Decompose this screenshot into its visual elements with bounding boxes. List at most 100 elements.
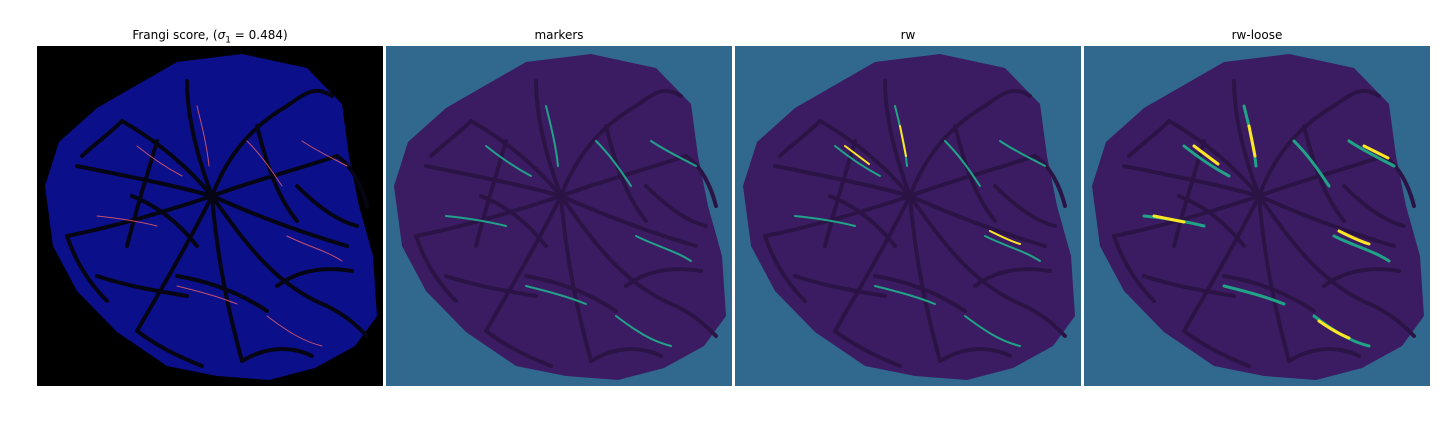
vessel-segment [1112, 194, 1261, 238]
vessel-segment [1347, 139, 1396, 168]
vessel-segment [1362, 144, 1390, 160]
vessel-segment [1152, 214, 1186, 224]
vessel-segment [95, 274, 189, 298]
vessel-segment [634, 88, 683, 108]
vessel-segment [1257, 194, 1291, 363]
vessel-segment [1257, 104, 1336, 198]
vessel-segment [833, 329, 902, 368]
vessel-segment [120, 119, 214, 198]
vessel-segment [285, 88, 334, 108]
vessel-segment [1302, 124, 1346, 223]
frangi-score-image [37, 46, 383, 386]
vessel-segment [944, 140, 981, 187]
vessel-segment [325, 304, 369, 338]
vessel-segment [844, 145, 870, 165]
vessel-segment [474, 139, 508, 248]
vessel-segment [595, 140, 632, 187]
panel-title-markers: markers [534, 28, 584, 42]
vessel-segment [135, 194, 214, 333]
vessel-segment [964, 315, 1021, 347]
vessel-segment [1182, 329, 1251, 368]
vessel-segment [874, 285, 936, 305]
vessel-segment [1287, 347, 1361, 363]
vessel-segment [185, 79, 214, 198]
vessel-segment [624, 267, 703, 288]
vessel-segment [1033, 154, 1067, 208]
vessel-segment [644, 184, 708, 228]
vessel-segment [873, 274, 967, 313]
vessel-segment [1122, 164, 1261, 198]
vessel-segment [96, 215, 158, 227]
vessel-segment [953, 124, 997, 223]
vessel-segment [525, 285, 587, 305]
vessel-segment [650, 140, 697, 167]
vessel-segment [130, 194, 199, 248]
vessel-segment [828, 194, 897, 248]
vessel-segment [1127, 119, 1171, 158]
vessel-segment [883, 79, 912, 198]
vessel-segment [65, 234, 109, 303]
markers-canvas [386, 46, 732, 386]
vessel-segment [794, 215, 856, 227]
vessel-segment [286, 235, 343, 262]
vessel-segment [275, 267, 354, 288]
vessel-segment [1182, 194, 1261, 333]
vessel-segment [524, 274, 618, 313]
vessel-segment [983, 88, 1032, 108]
panel-title-rw: rw [900, 28, 916, 42]
vessel-segment [240, 347, 314, 363]
vessel-segment [1167, 119, 1261, 198]
vessel-segment [210, 104, 289, 198]
vessel-segment [301, 140, 348, 167]
vessel-segment [1332, 88, 1381, 108]
rw-loose-image [1084, 46, 1430, 386]
vessel-segment [80, 119, 124, 158]
vessel-segment [1222, 284, 1286, 306]
vessel-segment [65, 194, 214, 238]
vessel-segment [484, 194, 563, 333]
vessel-segment [1322, 267, 1401, 288]
vessel-segment [246, 140, 283, 187]
vessel-segment [445, 215, 507, 227]
vessel-segment [773, 164, 912, 198]
vessel-segment [763, 234, 807, 303]
vessel-segment [908, 104, 987, 198]
vessel-segment [485, 145, 532, 177]
vessel-segment [545, 105, 559, 167]
vessel-segment [469, 119, 563, 198]
vessel-segment [793, 274, 887, 298]
vessel-segment [175, 274, 269, 313]
vessel-segment [989, 230, 1021, 245]
vessel-segment [210, 194, 329, 308]
vessel-segment [999, 140, 1046, 167]
vessel-segment [255, 124, 299, 223]
vessel-segment [559, 194, 593, 363]
vessel-segment [1292, 139, 1331, 188]
vessel-segment [1232, 79, 1261, 198]
vessel-segment [1192, 144, 1220, 166]
vessel-segment [993, 184, 1057, 228]
vessel-segment [635, 235, 692, 262]
vessel-segment [589, 347, 663, 363]
vessel-segment [899, 125, 907, 157]
vessel-segment [414, 194, 563, 238]
vessel-segment [938, 347, 1012, 363]
vessel-segment [818, 119, 912, 198]
vessel-segment [834, 145, 881, 177]
vessel-segment [335, 154, 369, 208]
vessel-segment [1112, 234, 1156, 303]
markers-image [386, 46, 732, 386]
vessel-segment [444, 274, 538, 298]
vessel-segment [1222, 274, 1316, 313]
vessel-segment [1257, 194, 1376, 308]
vessel-segment [908, 194, 942, 363]
vessel-segment [1142, 274, 1236, 298]
rw-image [735, 46, 1081, 386]
vessel-segment [136, 145, 183, 177]
vessel-segment [984, 235, 1041, 262]
vessel-segment [778, 119, 822, 158]
vessel-segment [973, 267, 1052, 288]
vessel-segment [1342, 184, 1406, 228]
vessel-segment [908, 194, 1027, 308]
vessel-segment [196, 105, 210, 167]
